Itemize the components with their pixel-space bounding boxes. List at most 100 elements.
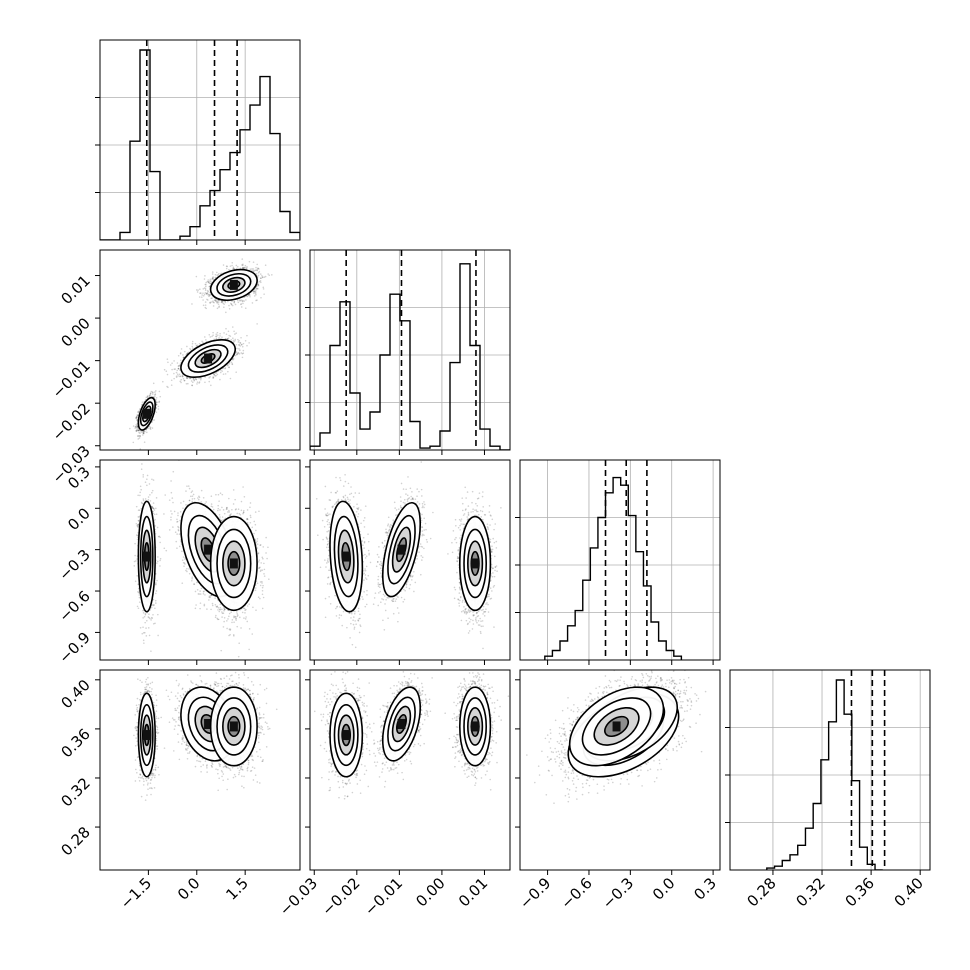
sample-point [202, 288, 205, 290]
sample-point [246, 344, 248, 347]
sample-point [202, 292, 204, 294]
sample-point [241, 264, 244, 267]
sample-point [268, 274, 271, 277]
sample-point [229, 265, 232, 267]
sample-point [243, 267, 245, 270]
sample-point [260, 277, 262, 280]
sample-point [257, 283, 259, 285]
sample-point [209, 302, 212, 304]
sample-point [216, 302, 219, 304]
sample-point [227, 300, 229, 303]
sample-point [227, 370, 229, 373]
sample-point [196, 291, 199, 293]
sample-point [240, 352, 243, 354]
sample-point [135, 416, 137, 419]
sample-point [173, 360, 175, 362]
sample-point [212, 276, 214, 278]
sample-point [213, 299, 216, 301]
sample-point [255, 289, 257, 292]
sample-point [214, 276, 217, 279]
sample-point [142, 431, 145, 433]
sample-point [242, 267, 244, 269]
sample-point [138, 429, 140, 431]
sample-point [217, 303, 220, 306]
sample-point [235, 351, 238, 353]
sample-point [230, 361, 233, 364]
sample-point [135, 416, 138, 418]
sample-point [176, 369, 179, 372]
sample-point [238, 339, 240, 342]
sample-point [226, 337, 229, 340]
sample-point [221, 370, 224, 372]
sample-point [139, 408, 141, 410]
sample-point [136, 429, 138, 432]
sample-point [212, 277, 214, 280]
sample-point [155, 403, 158, 406]
sample-point [177, 354, 180, 357]
sample-point [220, 369, 222, 372]
sample-point [225, 333, 228, 336]
sample-point [177, 364, 180, 367]
sample-point [209, 278, 212, 281]
sample-point [221, 301, 223, 303]
sample-point [141, 401, 144, 404]
sample-point [219, 378, 221, 381]
sample-point [195, 344, 198, 347]
sample-point [226, 338, 229, 340]
sample-point [263, 293, 265, 295]
sample-point [234, 303, 237, 306]
sample-point [256, 268, 259, 271]
sample-point [204, 275, 206, 277]
sample-point [212, 301, 214, 304]
sample-point [143, 430, 146, 432]
sample-point [233, 268, 236, 270]
sample-point [152, 391, 154, 394]
sample-point [198, 296, 201, 298]
sample-point [210, 297, 212, 300]
sample-point [208, 285, 211, 288]
sample-point [193, 379, 196, 381]
sample-point [181, 375, 184, 378]
sample-point [240, 343, 243, 346]
sample-point [227, 330, 230, 333]
sample-point [186, 377, 188, 379]
sample-point [239, 349, 241, 352]
sample-point [198, 382, 200, 384]
sample-point [144, 398, 147, 401]
sample-point [234, 338, 237, 341]
sample-point [255, 299, 257, 302]
sample-point [227, 337, 230, 339]
sample-point [142, 432, 145, 434]
sample-point [221, 300, 224, 303]
sample-point [202, 294, 205, 297]
sample-point [209, 280, 211, 282]
sample-point [171, 368, 173, 371]
sample-point [155, 411, 158, 414]
sample-point [205, 339, 207, 341]
sample-point [197, 289, 199, 291]
sample-point [216, 271, 218, 274]
sample-point [179, 352, 182, 355]
sample-point [154, 391, 156, 393]
sample-point [224, 301, 227, 304]
sample-point [142, 432, 145, 435]
sample-point [136, 426, 138, 429]
panel-frame [99, 39, 301, 241]
sample-point [233, 340, 235, 343]
sample-point [230, 303, 233, 305]
sample-point [209, 282, 212, 285]
sample-point [224, 367, 226, 370]
sample-point [180, 381, 182, 384]
sample-point [245, 299, 247, 301]
sample-point [177, 365, 180, 367]
sample-point [232, 359, 234, 361]
sample-point [170, 384, 173, 386]
sample-point [157, 408, 160, 410]
sample-point [216, 373, 219, 376]
sample-point [242, 352, 245, 354]
sample-point [244, 339, 247, 342]
sample-point [149, 426, 152, 429]
sample-point [177, 367, 180, 370]
sample-point [155, 390, 157, 392]
sample-point [232, 357, 235, 360]
